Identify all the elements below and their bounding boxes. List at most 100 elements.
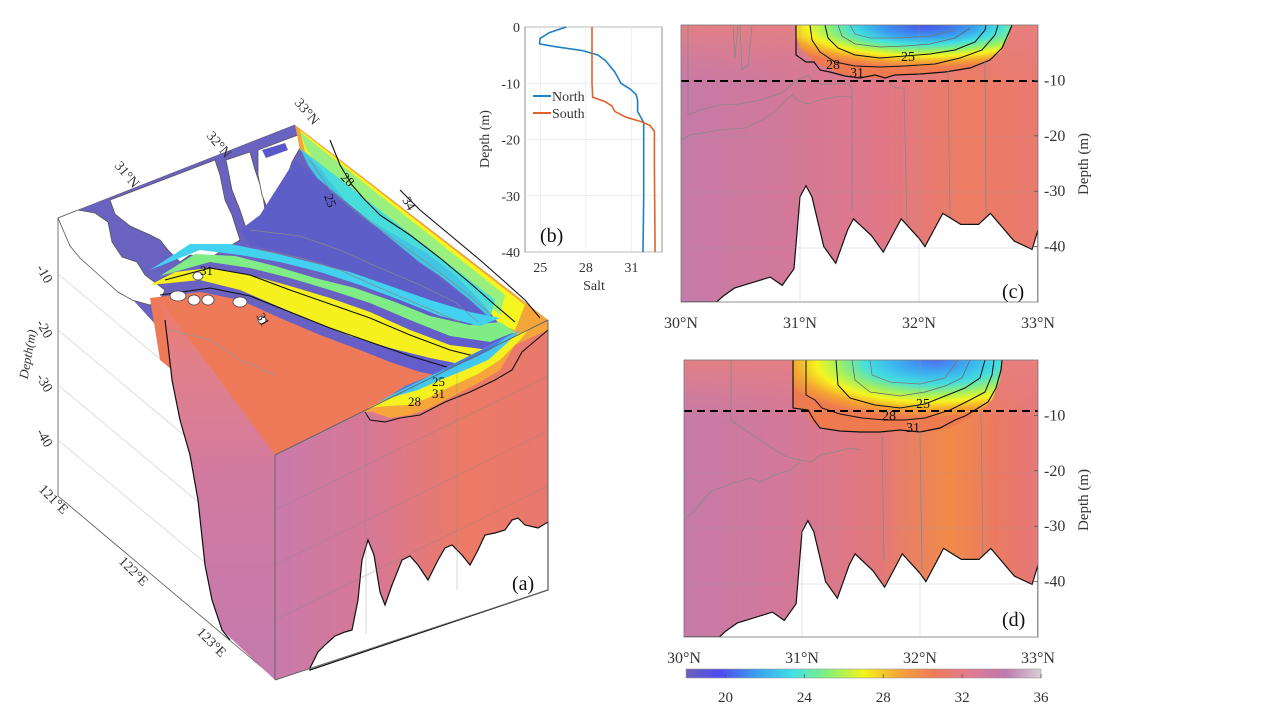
panel-a-front-plume-core bbox=[390, 338, 505, 396]
panel-b-ylabel: Depth (m) bbox=[478, 110, 493, 168]
panel-a-plume-core bbox=[240, 160, 480, 340]
legend-south-label: South bbox=[552, 107, 585, 122]
panel-a-left-face bbox=[160, 300, 275, 680]
panel-a-lat-tick: 31°N bbox=[111, 159, 142, 191]
panel-a-z-tick: -30 bbox=[33, 372, 55, 396]
panel-a-contour-label: 25 bbox=[321, 192, 340, 209]
panel-a-contour-label: 28 bbox=[408, 394, 421, 409]
panel-d-x-ticks: 30°N 31°N 32°N 33°N bbox=[667, 650, 1055, 667]
panel-b-y-tick-label: -30 bbox=[501, 190, 520, 205]
panel-c-contours bbox=[681, 25, 1013, 226]
panel-d-y-tick-label: -10 bbox=[1044, 407, 1065, 424]
panel-c-y-ticks: -10 -20 -30 -40 bbox=[1034, 72, 1065, 256]
panel-d-label: (d) bbox=[1002, 609, 1025, 631]
panel-c-x-tick-label: 33°N bbox=[1021, 315, 1055, 332]
panel-d-contours bbox=[684, 360, 1003, 571]
panel-a-3d-block: Depth(m) -10 -20 -30 -40 31°N 32°N 33°N … bbox=[16, 96, 549, 681]
panel-a-lon-tick: 121°E bbox=[35, 482, 70, 517]
panel-b-x-tick-label: 28 bbox=[579, 261, 593, 276]
panel-b-label: (b) bbox=[540, 225, 563, 247]
panel-d-axes-box bbox=[683, 359, 1039, 638]
panel-a-top-contours-grey bbox=[249, 159, 489, 323]
panel-d-seabed bbox=[684, 519, 1038, 637]
panel-a-left-face-contour bbox=[169, 329, 276, 376]
panel-a-z-tick: -10 bbox=[33, 263, 55, 287]
panel-a-zlabel: Depth(m) bbox=[16, 328, 40, 381]
colorbar-bar bbox=[685, 668, 1042, 679]
colorbar-tick-label: 36 bbox=[1034, 690, 1050, 706]
panel-a-front-grid bbox=[274, 366, 549, 634]
panel-a-plume-band-cyan bbox=[300, 148, 495, 318]
panel-b-lines bbox=[538, 26, 656, 253]
panel-c-x-ticks: 30°N 31°N 32°N 33°N bbox=[664, 315, 1055, 332]
panel-c-y-tick-label: -40 bbox=[1044, 239, 1065, 256]
panel-c-grid bbox=[681, 25, 1038, 302]
panel-c-y-tick-label: -20 bbox=[1044, 128, 1065, 145]
panel-a-z-tick: -40 bbox=[33, 427, 55, 451]
panel-b-y-ticks: 0 -10 -20 -30 -40 bbox=[501, 21, 520, 261]
panel-a-land-yangtze bbox=[109, 159, 241, 263]
panel-d-contour-labels: 25 28 31 bbox=[882, 397, 930, 436]
panel-a-block-edges bbox=[274, 319, 549, 681]
panel-d-ylabel: Depth (m) bbox=[1076, 469, 1092, 531]
colorbar-tick-label: 32 bbox=[955, 690, 970, 706]
panel-a-islands bbox=[169, 271, 267, 325]
panel-d-y-tick-label: -30 bbox=[1044, 518, 1065, 535]
panel-b-series-north bbox=[538, 26, 645, 253]
panel-a-contour-label: 31 bbox=[200, 263, 213, 278]
panel-d-section: 25 28 31 30°N 31°N 32°N 33°N -10 -20 -30 -40 D… bbox=[667, 359, 1092, 667]
panel-b-legend: North South bbox=[533, 90, 585, 122]
panel-c-seabed bbox=[681, 184, 1038, 302]
panel-d-x-tick-label: 30°N bbox=[667, 650, 701, 667]
panel-d-contour-label: 25 bbox=[916, 397, 930, 412]
panel-d-x-tick-label: 31°N bbox=[785, 650, 819, 667]
panel-a-south-warm bbox=[150, 292, 548, 455]
panel-a-lon-tick: 122°E bbox=[115, 554, 150, 589]
panel-a-south-green bbox=[160, 254, 515, 342]
panel-a-front-plume-contour bbox=[364, 329, 549, 423]
colorbar: 20 24 28 32 36 bbox=[685, 668, 1050, 706]
panel-b-grid bbox=[525, 26, 662, 253]
panel-d-x-tick-label: 32°N bbox=[903, 650, 937, 667]
panel-c-contour-label: 28 bbox=[826, 58, 840, 73]
panel-b-x-tick-label: 31 bbox=[625, 261, 639, 276]
panel-b-xlabel: Salt bbox=[583, 279, 605, 294]
colorbar-tick-label: 20 bbox=[718, 690, 733, 706]
panel-c-contour-labels: 25 28 31 bbox=[826, 50, 915, 81]
panel-a-contour-label: 25 bbox=[432, 374, 445, 389]
panel-c-contour-label: 31 bbox=[850, 66, 864, 81]
panel-b-series-south bbox=[591, 27, 656, 253]
panel-d-y-tick-label: -20 bbox=[1044, 463, 1065, 480]
panel-d-contour-label: 31 bbox=[906, 421, 920, 436]
panel-c-y-tick-label: -10 bbox=[1044, 72, 1065, 89]
panel-a-top-contours bbox=[159, 139, 541, 373]
panel-a-lon-axis-line bbox=[57, 495, 278, 681]
panel-b-x-tick-label: 25 bbox=[533, 261, 547, 276]
panel-c-x-tick-label: 32°N bbox=[902, 315, 936, 332]
panel-a-front-seabed bbox=[309, 517, 549, 671]
panel-a-contour-label: 31 bbox=[432, 386, 445, 401]
panel-a-z-ticks: -10 -20 -30 -40 bbox=[33, 263, 55, 451]
panel-c-y-tick-label: -30 bbox=[1044, 183, 1065, 200]
legend-north-label: North bbox=[552, 90, 585, 105]
colorbar-tick-label: 28 bbox=[876, 690, 891, 706]
panel-c-x-tick-label: 31°N bbox=[783, 315, 817, 332]
panel-a-left-face-seabed bbox=[164, 319, 231, 641]
panel-a-south-cyan bbox=[150, 244, 500, 326]
panel-a-label: (a) bbox=[512, 573, 534, 595]
panel-c-section: 25 28 31 30°N 31°N 32°N 33°N -10 -20 -30 -40 D… bbox=[664, 24, 1092, 332]
panel-c-ylabel: Depth (m) bbox=[1076, 133, 1092, 195]
panel-b-y-tick-label: -10 bbox=[501, 77, 520, 92]
panel-c-contour-label: 25 bbox=[901, 50, 915, 65]
panel-a-land-north bbox=[57, 209, 166, 306]
colorbar-tick-label: 24 bbox=[797, 690, 813, 706]
panel-d-grid bbox=[684, 360, 1038, 637]
panel-c-axes-box bbox=[680, 24, 1039, 303]
panel-b-y-tick-label: -20 bbox=[501, 134, 520, 149]
panel-d-contour-label: 28 bbox=[882, 409, 896, 424]
panel-d-y-tick-label: -40 bbox=[1044, 574, 1065, 591]
panel-c-label: (c) bbox=[1002, 281, 1024, 303]
panel-a-lat-tick: 33°N bbox=[291, 96, 322, 128]
panel-a-channel bbox=[262, 143, 288, 158]
